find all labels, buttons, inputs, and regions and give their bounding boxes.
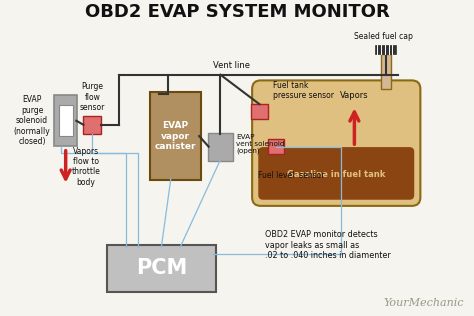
FancyBboxPatch shape [258, 147, 414, 200]
Text: Vapors
flow to
throttle
body: Vapors flow to throttle body [72, 147, 100, 187]
Bar [381, 53, 391, 89]
Text: Fuel level  sensor: Fuel level sensor [258, 171, 325, 180]
Bar [59, 106, 73, 136]
Bar [251, 104, 268, 119]
FancyBboxPatch shape [252, 80, 420, 206]
FancyBboxPatch shape [107, 245, 216, 292]
Bar [268, 139, 284, 154]
Text: PCM: PCM [136, 258, 187, 278]
FancyBboxPatch shape [150, 92, 201, 180]
Bar [375, 45, 396, 53]
Bar [83, 116, 101, 134]
Text: OBD2 EVAP SYSTEM MONITOR: OBD2 EVAP SYSTEM MONITOR [85, 3, 389, 21]
Text: Vent line: Vent line [213, 61, 250, 70]
FancyBboxPatch shape [208, 133, 233, 161]
Text: EVAP
vapor
canister: EVAP vapor canister [155, 121, 196, 151]
Text: OBD2 EVAP monitor detects
vapor leaks as small as
.02 to .040 inches in diamente: OBD2 EVAP monitor detects vapor leaks as… [265, 230, 391, 260]
Text: EVAP
purge
solenoid
(normally
closed): EVAP purge solenoid (normally closed) [14, 95, 50, 146]
Text: Vapors: Vapors [340, 91, 369, 100]
Text: Sealed fuel cap: Sealed fuel cap [354, 32, 413, 41]
Text: YourMechanic: YourMechanic [383, 298, 464, 308]
Text: EVAP
vent solenoid
(open): EVAP vent solenoid (open) [236, 134, 284, 154]
Text: Gasoline in fuel tank: Gasoline in fuel tank [287, 170, 385, 179]
FancyBboxPatch shape [54, 95, 77, 146]
Text: Purge
flow
sensor: Purge flow sensor [80, 82, 105, 112]
Text: Fuel tank
pressure sensor: Fuel tank pressure sensor [273, 81, 334, 100]
